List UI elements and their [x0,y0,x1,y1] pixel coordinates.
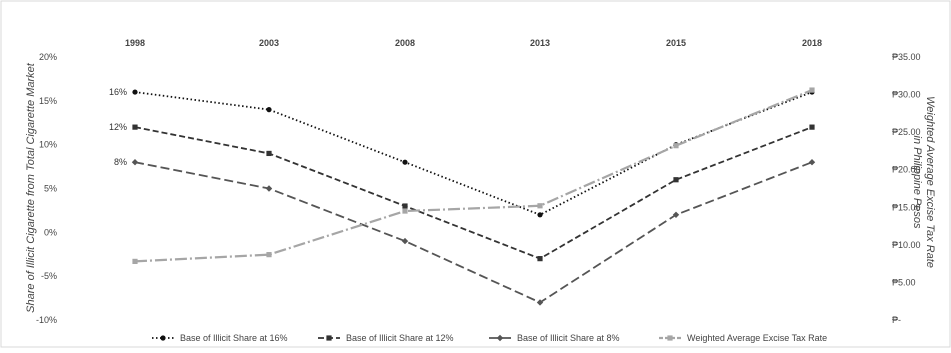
category-label: 1998 [125,38,145,48]
data-point [673,177,679,183]
left-axis-title: Share of Illicit Cigarette from Total Ci… [25,62,37,313]
right-tick-label: ₱15.00 [892,202,921,212]
left-tick-label: 10% [39,140,57,150]
left-tick-label: -5% [41,271,57,281]
legend-item: Base of Illicit Share at 8% [489,333,620,343]
right-tick-label: ₱20.00 [892,165,921,175]
series-line [134,89,813,263]
series-3: 8% [114,157,816,306]
legend-label: Base of Illicit Share at 8% [517,333,620,343]
legend-swatch-marker [667,335,673,341]
category-label: 2018 [802,38,822,48]
data-point [402,203,408,209]
series-layer: 16% 12% 8% [109,87,816,306]
left-axis: 20% 15% 10% 5% 0% -5% -10% [36,52,57,325]
data-point [537,212,543,218]
series-line [134,161,813,304]
series-1: 16% [109,87,815,218]
data-point [265,185,273,192]
left-tick-label: -10% [36,315,57,325]
legend-label: Base of Illicit Share at 16% [180,333,288,343]
left-tick-label: 0% [44,227,57,237]
left-tick-label: 20% [39,52,57,62]
data-point [537,203,543,209]
data-point [537,256,543,262]
left-tick-label: 5% [44,184,57,194]
category-label: 2013 [530,38,550,48]
right-tick-label: ₱25.00 [892,127,921,137]
legend: Base of Illicit Share at 16% Base of Illi… [152,333,827,343]
category-label: 2008 [395,38,415,48]
series-2: 12% [109,122,815,262]
legend-swatch-marker [160,335,166,341]
category-axis: 1998 2003 2008 2013 2015 2018 [125,38,822,48]
series-line [134,91,813,216]
right-tick-label: ₱- [892,315,901,325]
data-point [132,124,138,130]
legend-label: Base of Illicit Share at 12% [346,333,454,343]
right-axis: ₱35.00 ₱30.00 ₱25.00 ₱20.00 ₱15.00 ₱10.00 ₱5.0… [892,52,921,325]
data-point [132,258,138,264]
data-point [266,107,272,113]
data-point [132,89,138,95]
data-point [808,159,816,166]
data-point [402,208,408,214]
data-point [131,159,139,166]
category-label: 2015 [666,38,686,48]
data-point [401,237,409,245]
legend-label: Weighted Average Excise Tax Rate [687,333,827,343]
data-point [673,143,679,149]
right-axis-title-line2: in Philippine Pesos [911,136,923,229]
data-point [266,150,272,157]
legend-item: Base of Illicit Share at 16% [152,333,288,343]
data-point [536,299,544,306]
left-tick-label: 15% [39,96,57,106]
data-point [402,159,408,165]
legend-swatch-marker [496,334,504,342]
category-label: 2003 [259,38,279,48]
legend-item: Base of Illicit Share at 12% [318,333,454,343]
data-point [809,87,815,93]
series-line [134,126,813,260]
data-point [809,124,815,130]
right-tick-label: ₱35.00 [892,52,921,62]
series-4 [132,87,815,264]
data-point [266,252,272,258]
data-point [672,211,680,218]
series-start-label: 8% [114,157,127,167]
right-tick-label: ₱30.00 [892,90,921,100]
series-start-label: 12% [109,122,127,132]
right-tick-label: ₱5.00 [892,277,916,287]
series-start-label: 16% [109,87,127,97]
right-tick-label: ₱10.00 [892,240,921,250]
legend-swatch-marker [326,335,332,341]
right-axis-title-line1: Weighted Average Excise Tax Rate [924,96,936,268]
legend-item: Weighted Average Excise Tax Rate [659,333,827,343]
